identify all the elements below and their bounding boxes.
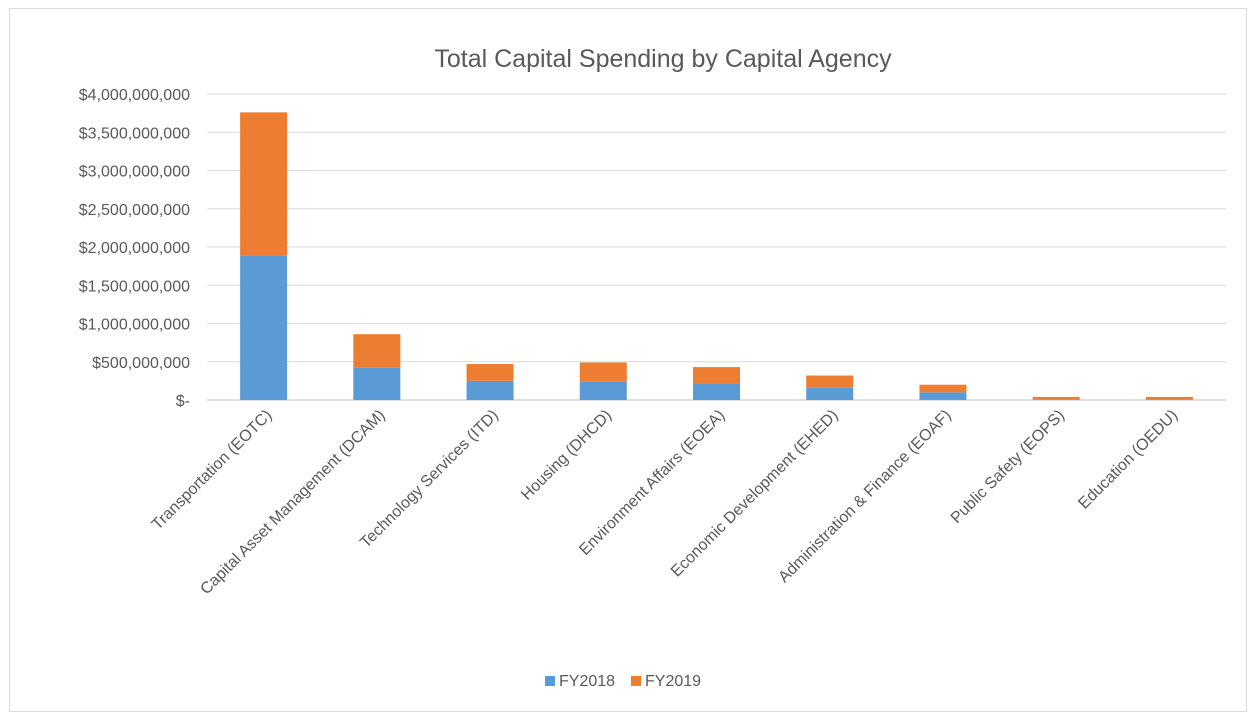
bar-fy2019-3 — [579, 362, 627, 382]
bar-fy2019-7 — [1032, 396, 1080, 400]
bar-fy2018-2 — [466, 380, 514, 400]
x-axis-labels: Transportation (EOTC)Capital Asset Manag… — [149, 407, 1181, 598]
bar-fy2019-8 — [1145, 396, 1193, 400]
y-axis-ticks: $- $500,000,000 $1,000,000,000 $1,500,000,0… — [79, 87, 190, 410]
y-tick-label: $- — [176, 393, 190, 410]
bar-fy2019-2 — [466, 364, 514, 381]
bar-fy2018-5 — [806, 387, 854, 400]
bar-fy2019-6 — [919, 384, 967, 393]
y-tick-label: $2,000,000,000 — [79, 240, 190, 257]
bar-fy2018-0 — [240, 255, 288, 400]
y-tick-label: $4,000,000,000 — [79, 87, 190, 104]
legend-label-fy2019: FY2019 — [645, 673, 701, 690]
y-tick-label: $3,500,000,000 — [79, 125, 190, 142]
x-category-label: Public Safety (EOPS) — [948, 407, 1068, 527]
bar-fy2018-4 — [693, 383, 740, 400]
bar-fy2019-1 — [353, 334, 401, 368]
y-tick-label: $1,500,000,000 — [79, 278, 190, 295]
bars — [240, 112, 1193, 400]
bar-fy2018-6 — [919, 392, 967, 400]
x-category-label: Housing (DHCD) — [518, 407, 615, 504]
bar-fy2018-7 — [1032, 399, 1080, 400]
bar-fy2019-5 — [806, 375, 854, 388]
x-category-label: Education (OEDU) — [1076, 407, 1182, 513]
x-category-label: Transportation (EOTC) — [149, 407, 276, 534]
y-tick-label: $500,000,000 — [92, 355, 190, 372]
bar-fy2019-0 — [240, 112, 288, 256]
legend: FY2018 FY2019 — [545, 673, 701, 690]
legend-swatch-fy2019 — [631, 676, 641, 686]
legend-label-fy2018: FY2018 — [559, 673, 615, 690]
chart-title: Total Capital Spending by Capital Agency — [434, 45, 892, 73]
bar-fy2019-4 — [693, 367, 740, 384]
chart-frame — [9, 8, 1247, 712]
x-category-label: Capital Asset Management (DCAM) — [197, 407, 388, 598]
y-tick-label: $1,000,000,000 — [79, 317, 190, 334]
bar-fy2018-3 — [579, 381, 627, 400]
y-tick-label: $3,000,000,000 — [79, 164, 190, 181]
legend-swatch-fy2018 — [545, 676, 555, 686]
bar-fy2018-1 — [353, 367, 401, 400]
y-tick-label: $2,500,000,000 — [79, 202, 190, 219]
bar-fy2018-8 — [1145, 399, 1193, 400]
